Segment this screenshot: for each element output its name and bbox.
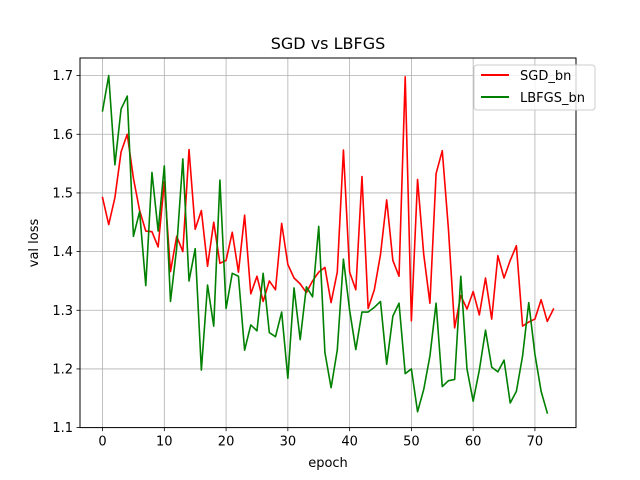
x-tick-label: 50 bbox=[403, 435, 420, 450]
legend-box bbox=[473, 64, 596, 111]
legend: SGD_bn LBFGS_bn bbox=[473, 64, 596, 111]
y-tick-label: 1.5 bbox=[52, 186, 73, 201]
plot-frame bbox=[79, 57, 577, 429]
y-tick-label: 1.1 bbox=[52, 421, 73, 436]
x-tick-label: 40 bbox=[341, 435, 358, 450]
y-tick-label: 1.3 bbox=[52, 304, 73, 319]
plot-lines bbox=[101, 74, 555, 414]
legend-label-sgd: SGD_bn bbox=[520, 69, 571, 84]
y-axis-label: val loss bbox=[27, 219, 42, 268]
chart-title: SGD vs LBFGS bbox=[271, 34, 386, 53]
x-tick-label: 70 bbox=[527, 435, 544, 450]
y-tick-label: 1.4 bbox=[52, 245, 73, 260]
x-tick-label: 0 bbox=[98, 435, 106, 450]
y-tick-label: 1.2 bbox=[52, 362, 73, 377]
x-tick-label: 30 bbox=[280, 435, 297, 450]
x-axis-label: epoch bbox=[308, 456, 348, 471]
y-tick-label: 1.6 bbox=[52, 128, 73, 143]
y-tick-label: 1.7 bbox=[52, 69, 73, 84]
legend-label-lbfgs: LBFGS_bn bbox=[520, 91, 585, 106]
x-tick-label: 20 bbox=[218, 435, 235, 450]
series-line-lbfgs-bn bbox=[101, 74, 549, 414]
axis-ticks: 0 10 20 30 40 50 60 70 1.1 1.2 1.3 1.4 1.5 1.6 1.7 bbox=[52, 69, 543, 450]
x-tick-label: 60 bbox=[465, 435, 482, 450]
x-tick-label: 10 bbox=[156, 435, 173, 450]
